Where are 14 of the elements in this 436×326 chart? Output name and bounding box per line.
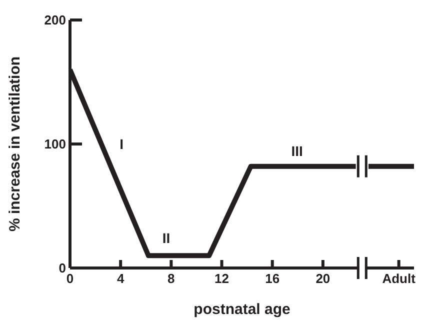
x-tick-label: 20 xyxy=(316,271,330,286)
annotation: I xyxy=(120,136,124,152)
y-tick-label: 200 xyxy=(44,12,66,28)
annotation: II xyxy=(162,230,170,246)
x-axis-title: postnatal age xyxy=(194,301,290,318)
x-tick-label: 8 xyxy=(168,271,175,286)
x-tick-label: 16 xyxy=(265,271,280,286)
y-tick-label: 0 xyxy=(58,260,66,276)
y-axis-title: % increase in ventilation xyxy=(6,56,24,232)
x-tick-label: 4 xyxy=(116,271,125,286)
x-tick-label: Adult xyxy=(382,271,416,286)
x-tick-label: 12 xyxy=(214,271,229,286)
y-tick-label: 100 xyxy=(44,136,66,152)
annotation: III xyxy=(291,143,303,160)
